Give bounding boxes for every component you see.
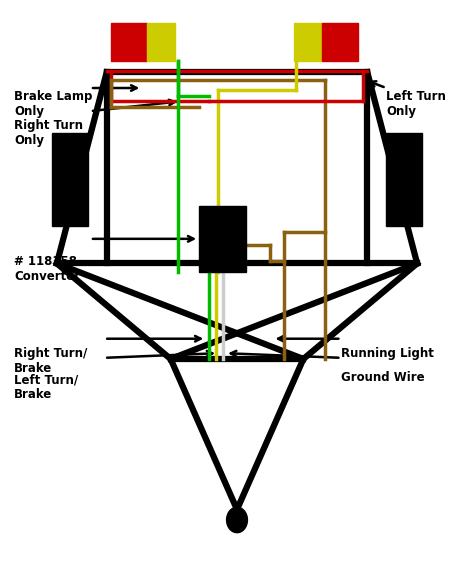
- Bar: [147, 23, 175, 61]
- Text: Running Light: Running Light: [341, 347, 434, 360]
- Text: Ground Wire: Ground Wire: [341, 371, 425, 383]
- Bar: [322, 23, 358, 61]
- Bar: [52, 133, 88, 226]
- Bar: [199, 206, 246, 272]
- Text: Left Turn/
Brake: Left Turn/ Brake: [14, 373, 78, 401]
- Text: Brake Lamp
Only: Brake Lamp Only: [14, 90, 92, 118]
- Text: Left Turn
Only: Left Turn Only: [386, 90, 446, 118]
- Bar: [294, 23, 322, 61]
- Circle shape: [227, 507, 247, 533]
- Bar: [111, 23, 147, 61]
- Bar: [386, 133, 422, 226]
- Text: Right Turn
Only: Right Turn Only: [14, 119, 83, 146]
- Text: Right Turn/
Brake: Right Turn/ Brake: [14, 347, 88, 375]
- Text: # 118158
Converter: # 118158 Converter: [14, 255, 81, 283]
